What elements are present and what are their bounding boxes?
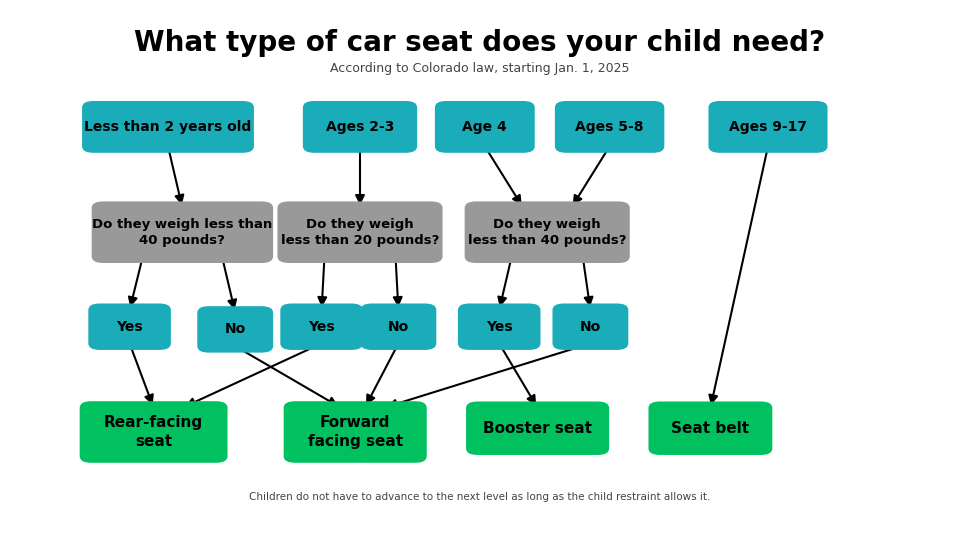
FancyBboxPatch shape bbox=[649, 402, 772, 455]
FancyBboxPatch shape bbox=[82, 101, 253, 153]
FancyBboxPatch shape bbox=[553, 303, 628, 350]
Text: Seat belt: Seat belt bbox=[671, 421, 750, 436]
Text: Rear-facing
seat: Rear-facing seat bbox=[104, 415, 204, 449]
Text: Children do not have to advance to the next level as long as the child restraint: Children do not have to advance to the n… bbox=[250, 492, 710, 502]
FancyBboxPatch shape bbox=[467, 402, 610, 455]
FancyBboxPatch shape bbox=[458, 303, 540, 350]
Text: Booster seat: Booster seat bbox=[483, 421, 592, 436]
FancyBboxPatch shape bbox=[555, 101, 664, 153]
Text: Ages 9-17: Ages 9-17 bbox=[729, 120, 807, 134]
Text: Do they weigh
less than 40 pounds?: Do they weigh less than 40 pounds? bbox=[468, 218, 627, 247]
Text: Do they weigh less than
40 pounds?: Do they weigh less than 40 pounds? bbox=[92, 218, 273, 247]
FancyBboxPatch shape bbox=[284, 401, 426, 463]
FancyBboxPatch shape bbox=[277, 201, 443, 263]
Text: Do they weigh
less than 20 pounds?: Do they weigh less than 20 pounds? bbox=[281, 218, 439, 247]
Text: Ages 5-8: Ages 5-8 bbox=[575, 120, 644, 134]
Text: Yes: Yes bbox=[308, 320, 335, 334]
FancyBboxPatch shape bbox=[708, 101, 828, 153]
Text: No: No bbox=[225, 322, 246, 336]
Text: According to Colorado law, starting Jan. 1, 2025: According to Colorado law, starting Jan.… bbox=[330, 62, 630, 75]
Text: Less than 2 years old: Less than 2 years old bbox=[84, 120, 252, 134]
Text: Ages 2-3: Ages 2-3 bbox=[325, 120, 395, 134]
FancyBboxPatch shape bbox=[92, 201, 273, 263]
FancyBboxPatch shape bbox=[303, 101, 417, 153]
FancyBboxPatch shape bbox=[88, 303, 171, 350]
FancyBboxPatch shape bbox=[360, 303, 436, 350]
FancyBboxPatch shape bbox=[465, 201, 630, 263]
FancyBboxPatch shape bbox=[280, 303, 363, 350]
Text: Yes: Yes bbox=[116, 320, 143, 334]
FancyBboxPatch shape bbox=[80, 401, 228, 463]
FancyBboxPatch shape bbox=[198, 306, 273, 353]
Text: Yes: Yes bbox=[486, 320, 513, 334]
Text: No: No bbox=[580, 320, 601, 334]
Text: Forward
facing seat: Forward facing seat bbox=[307, 415, 403, 449]
Text: Age 4: Age 4 bbox=[463, 120, 507, 134]
Text: What type of car seat does your child need?: What type of car seat does your child ne… bbox=[134, 29, 826, 57]
Text: No: No bbox=[388, 320, 409, 334]
FancyBboxPatch shape bbox=[435, 101, 535, 153]
